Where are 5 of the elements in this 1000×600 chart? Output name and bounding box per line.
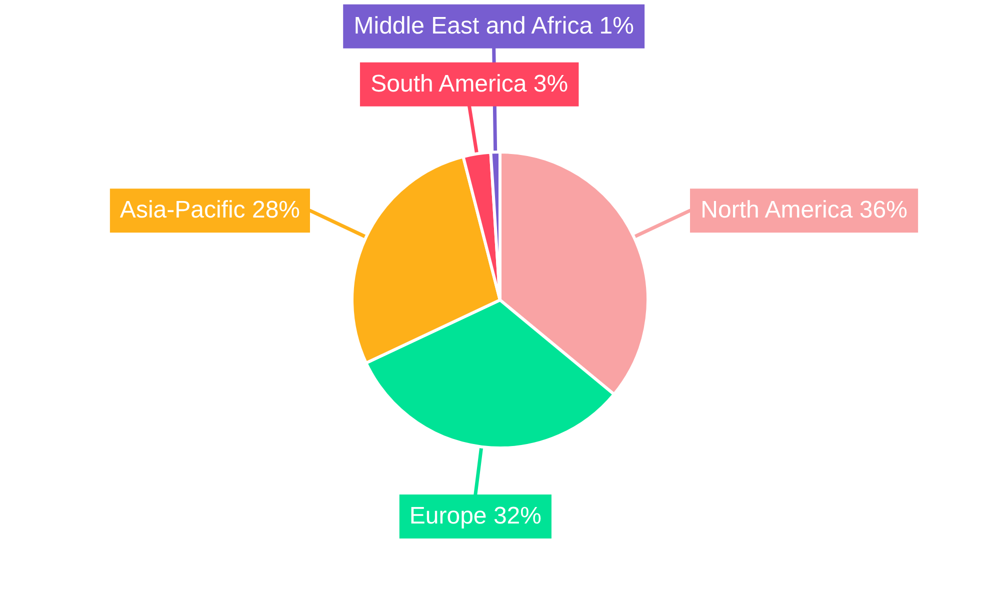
- slice-label: South America 3%: [370, 70, 568, 98]
- slice-label: Asia-Pacific 28%: [120, 196, 300, 224]
- slice-label: Middle East and Africa 1%: [354, 12, 634, 40]
- slice-label: Europe 32%: [409, 502, 542, 530]
- slice-label: North America 36%: [700, 196, 908, 224]
